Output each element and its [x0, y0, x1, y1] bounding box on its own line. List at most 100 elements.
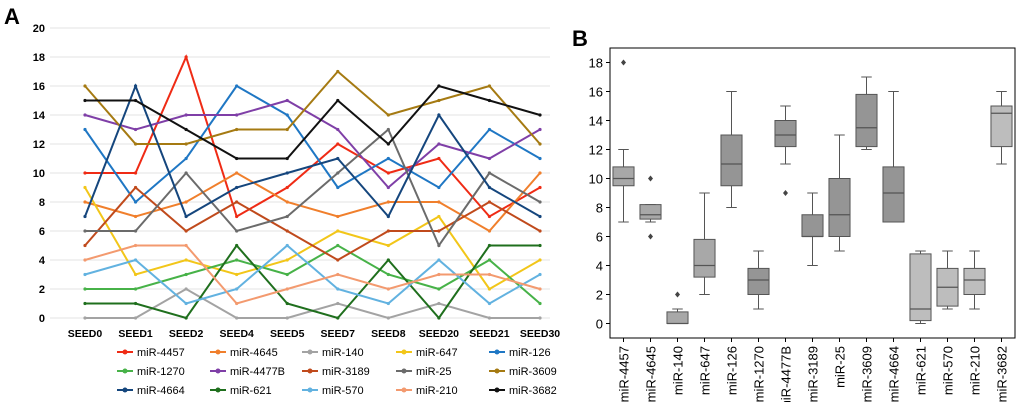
data-point: [83, 301, 87, 306]
data-point: [133, 301, 138, 306]
data-point: [285, 127, 289, 132]
data-point: [285, 272, 289, 277]
data-point: [437, 316, 441, 320]
legend-marker: [401, 368, 407, 374]
box: [639, 204, 662, 220]
data-point: [437, 200, 441, 204]
data-point: [184, 142, 188, 146]
y-tick-label: 20: [33, 23, 45, 35]
data-point: [184, 301, 188, 306]
data-point: [437, 214, 441, 219]
data-point: [386, 229, 390, 233]
box: [882, 166, 905, 223]
box: [909, 253, 932, 322]
data-point: [184, 287, 188, 291]
data-point: [285, 156, 289, 161]
data-point: [184, 171, 188, 175]
data-point: [285, 243, 289, 248]
legend-label: miR-647: [416, 347, 458, 359]
outlier-point: [648, 233, 653, 240]
data-point: [437, 272, 441, 277]
data-point: [133, 258, 138, 262]
legend-label: miR-621: [230, 385, 272, 397]
y-tick-label: 8: [39, 197, 45, 209]
legend-label: miR-570: [322, 385, 364, 397]
data-point: [133, 84, 138, 88]
data-point: [133, 272, 138, 277]
series-line: [84, 84, 541, 204]
data-point: [487, 272, 492, 277]
data-point: [133, 127, 138, 132]
legend-label: miR-126: [509, 347, 551, 359]
data-point: [487, 84, 492, 88]
data-point: [235, 301, 239, 306]
data-point: [235, 185, 239, 190]
data-point: [386, 272, 390, 277]
data-point: [184, 200, 188, 204]
data-point: [336, 156, 340, 161]
legend-label: miR-4457: [137, 347, 185, 359]
y-tick-label: 10: [589, 172, 603, 187]
data-point: [83, 229, 87, 233]
data-point: [487, 127, 492, 132]
legend-label: miR-4477B: [230, 366, 285, 378]
data-point: [386, 243, 390, 248]
data-point: [386, 287, 390, 291]
data-point: [487, 301, 492, 306]
data-point: [336, 301, 340, 306]
data-point: [538, 214, 542, 219]
data-point: [184, 55, 188, 59]
panel-a-label: A: [4, 4, 20, 29]
data-point: [133, 200, 138, 204]
data-point: [386, 171, 390, 175]
box: [963, 267, 986, 295]
data-point: [184, 229, 188, 233]
x-tick-label: miR-3189: [806, 346, 821, 402]
data-point: [437, 185, 441, 190]
x-tick-label: SEED21: [469, 328, 509, 340]
x-tick-label: miR-4645: [644, 346, 659, 402]
x-tick-label: SEED7: [321, 328, 356, 340]
line-chart: A 0 2 4 6 8 10 12 14 16 18 20 SEED0 SEED1 SEED2 SEED4…: [4, 4, 560, 397]
legend-marker: [494, 387, 500, 393]
data-point: [83, 200, 87, 204]
data-point: [437, 229, 441, 233]
legend-marker: [122, 349, 128, 355]
data-point: [386, 142, 390, 146]
legend-marker: [494, 349, 500, 355]
x-tick-label: miR-1270: [752, 346, 767, 402]
y-tick-label: 4: [39, 255, 46, 267]
data-point: [235, 200, 239, 204]
outlier-point: [648, 175, 653, 182]
data-point: [184, 243, 188, 248]
x-tick-label: SEED20: [419, 328, 459, 340]
data-point: [235, 272, 239, 277]
data-point: [336, 127, 340, 132]
legend-marker: [215, 349, 221, 355]
data-point: [235, 316, 239, 320]
data-point: [235, 243, 239, 248]
data-point: [437, 243, 441, 248]
data-point: [386, 258, 390, 262]
data-point: [437, 98, 441, 103]
y-tick-label: 14: [589, 114, 603, 129]
data-point: [487, 258, 492, 262]
x-tick-label: miR-4457: [617, 346, 632, 402]
box: [990, 105, 1013, 148]
data-point: [437, 258, 441, 262]
data-point: [285, 229, 289, 233]
legend-label: miR-3682: [509, 385, 557, 397]
data-point: [83, 272, 87, 277]
x-tick-label: SEED8: [371, 328, 406, 340]
data-point: [386, 316, 390, 320]
data-point: [83, 185, 87, 190]
data-point: [235, 258, 239, 262]
y-tick-label: 12: [33, 139, 45, 151]
legend-label: miR-25: [416, 366, 451, 378]
legend-marker: [122, 387, 128, 393]
box: [666, 311, 689, 324]
x-tick-label: SEED5: [270, 328, 305, 340]
x-tick-label: miR-570: [941, 346, 956, 395]
data-point: [133, 98, 138, 103]
data-point: [285, 287, 289, 291]
